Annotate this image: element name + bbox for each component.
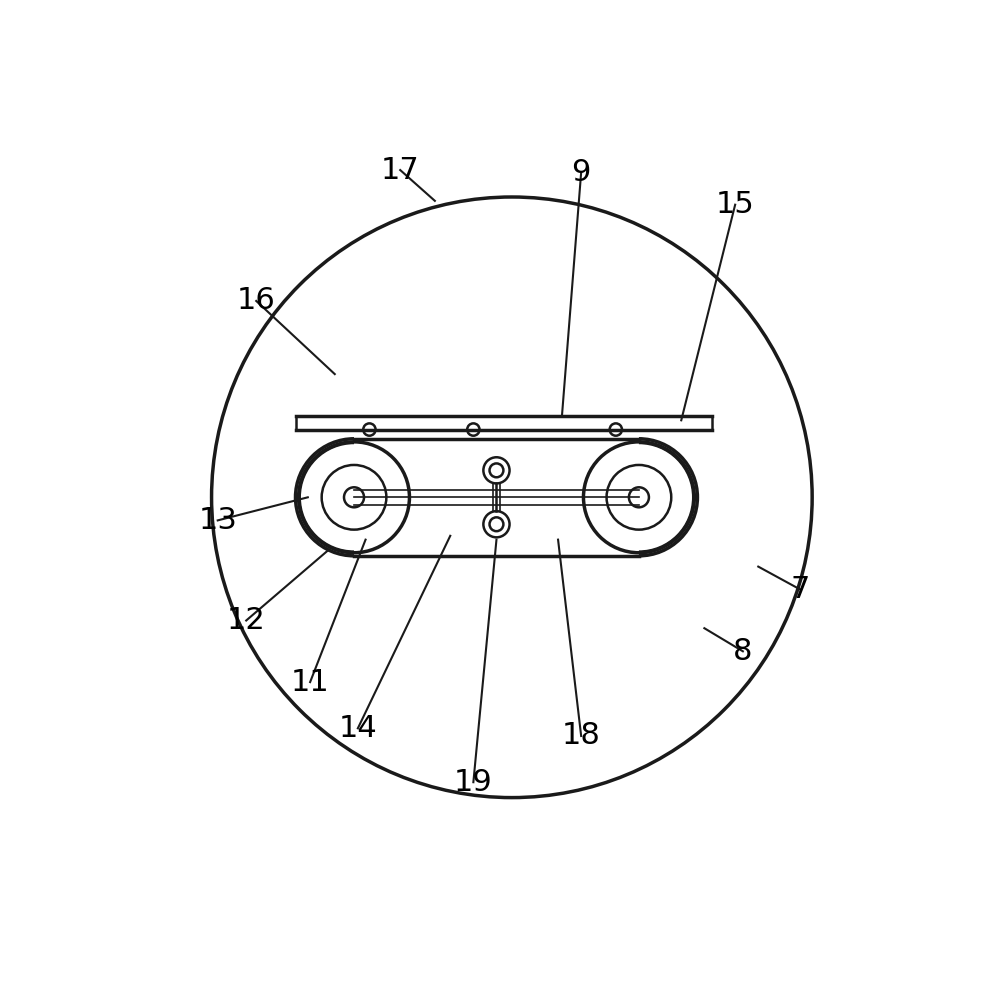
Text: 15: 15 [715,190,753,219]
Text: 17: 17 [381,156,419,185]
Text: 16: 16 [237,286,275,315]
Text: 18: 18 [562,722,600,750]
Text: 19: 19 [453,768,492,797]
Text: 11: 11 [290,668,329,697]
Text: 9: 9 [571,158,590,187]
Text: 8: 8 [733,637,751,666]
Text: 12: 12 [227,606,265,635]
Text: 7: 7 [790,575,809,604]
Text: 14: 14 [338,714,377,743]
Text: 13: 13 [198,506,237,535]
